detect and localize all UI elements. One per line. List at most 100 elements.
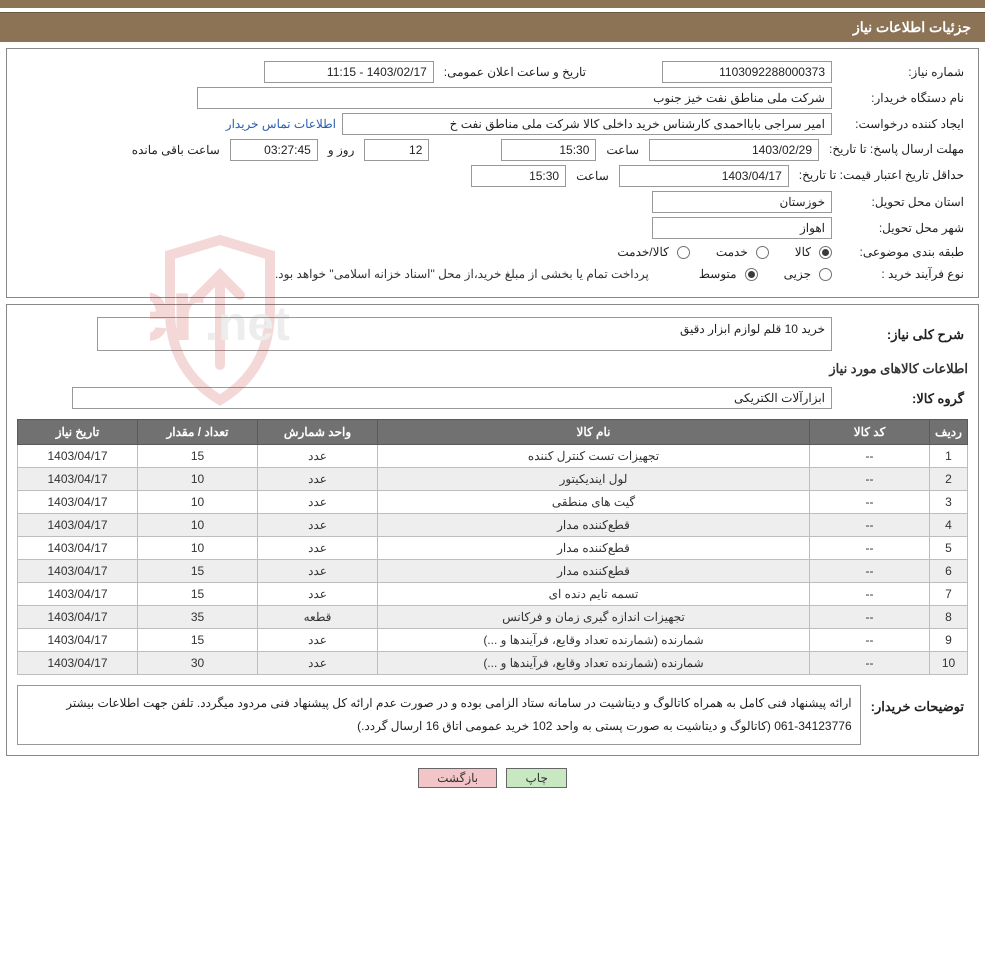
cat-goods-service-label: کالا/خدمت [613, 243, 672, 261]
col-name: نام کالا [378, 420, 810, 445]
province-label: استان محل تحویل: [838, 193, 968, 211]
cell-idx: 2 [930, 468, 968, 491]
col-code: کد کالا [810, 420, 930, 445]
province-field: خوزستان [652, 191, 832, 213]
table-row: 4--قطع‌کننده مدارعدد101403/04/17 [18, 514, 968, 537]
table-row: 5--قطع‌کننده مدارعدد101403/04/17 [18, 537, 968, 560]
table-row: 7--تسمه تایم دنده ایعدد151403/04/17 [18, 583, 968, 606]
cell-unit: عدد [258, 629, 378, 652]
need-no-field: 1103092288000373 [662, 61, 832, 83]
price-valid-label: حداقل تاریخ اعتبار قیمت: تا تاریخ: [795, 166, 968, 186]
table-row: 2--لول ایندیکیتورعدد101403/04/17 [18, 468, 968, 491]
buyer-contact-link[interactable]: اطلاعات تماس خریدار [226, 117, 336, 131]
items-section-title: اطلاعات کالاهای مورد نیاز [17, 361, 968, 377]
cell-code: -- [810, 629, 930, 652]
cell-date: 1403/04/17 [18, 491, 138, 514]
page-title: جزئیات اطلاعات نیاز [0, 12, 985, 42]
cell-date: 1403/04/17 [18, 468, 138, 491]
cat-goods-radio[interactable] [819, 246, 832, 259]
table-row: 10--شمارنده (شمارنده تعداد وقایع، فرآیند… [18, 652, 968, 675]
cell-code: -- [810, 468, 930, 491]
cell-idx: 7 [930, 583, 968, 606]
footer-buttons: چاپ بازگشت [0, 768, 985, 788]
col-unit: واحد شمارش [258, 420, 378, 445]
cell-qty: 15 [138, 560, 258, 583]
cell-name: تسمه تایم دنده ای [378, 583, 810, 606]
need-desc-field: خرید 10 قلم لوازم ابزار دقیق [97, 317, 832, 351]
cell-unit: عدد [258, 583, 378, 606]
cell-idx: 1 [930, 445, 968, 468]
reply-time-field: 15:30 [501, 139, 596, 161]
requester-label: ایجاد کننده درخواست: [838, 115, 968, 133]
announce-dt-field: 1403/02/17 - 11:15 [264, 61, 434, 83]
cell-qty: 15 [138, 445, 258, 468]
pt-partial-radio[interactable] [819, 268, 832, 281]
cell-date: 1403/04/17 [18, 445, 138, 468]
cell-qty: 15 [138, 629, 258, 652]
days-field: 12 [364, 139, 429, 161]
cell-qty: 35 [138, 606, 258, 629]
cat-service-radio[interactable] [756, 246, 769, 259]
buyer-notes-label: توضیحات خریدار: [867, 691, 968, 717]
table-row: 3--گیت های منطقیعدد101403/04/17 [18, 491, 968, 514]
purchase-type-label: نوع فرآیند خرید : [838, 265, 968, 283]
cell-qty: 10 [138, 514, 258, 537]
reply-time-label: ساعت [602, 141, 643, 159]
cell-code: -- [810, 491, 930, 514]
table-row: 1--تجهیزات تست کنترل کنندهعدد151403/04/1… [18, 445, 968, 468]
cell-date: 1403/04/17 [18, 514, 138, 537]
cell-idx: 9 [930, 629, 968, 652]
back-button[interactable]: بازگشت [418, 768, 497, 788]
items-table: ردیف کد کالا نام کالا واحد شمارش تعداد /… [17, 419, 968, 675]
col-date: تاریخ نیاز [18, 420, 138, 445]
cat-service-label: خدمت [712, 243, 752, 261]
need-no-label: شماره نیاز: [838, 63, 968, 81]
cell-qty: 10 [138, 537, 258, 560]
cell-qty: 30 [138, 652, 258, 675]
cat-goods-service-radio[interactable] [677, 246, 690, 259]
price-valid-label-2: تا تاریخ: [799, 168, 837, 182]
cell-idx: 4 [930, 514, 968, 537]
cell-code: -- [810, 560, 930, 583]
cell-name: شمارنده (شمارنده تعداد وقایع، فرآیندها و… [378, 652, 810, 675]
pt-medium-radio[interactable] [745, 268, 758, 281]
price-time-field: 15:30 [471, 165, 566, 187]
price-valid-label-1: حداقل تاریخ اعتبار قیمت: [840, 168, 964, 182]
cell-date: 1403/04/17 [18, 560, 138, 583]
buyer-notes-field: ارائه پیشنهاد فنی کامل به همراه کاتالوگ … [17, 685, 861, 745]
cell-date: 1403/04/17 [18, 629, 138, 652]
cell-date: 1403/04/17 [18, 652, 138, 675]
announce-dt-label: تاریخ و ساعت اعلان عمومی: [440, 63, 590, 81]
print-button[interactable]: چاپ [506, 768, 566, 788]
col-idx: ردیف [930, 420, 968, 445]
cell-unit: عدد [258, 652, 378, 675]
reply-date-field: 1403/02/29 [649, 139, 819, 161]
pt-medium-label: متوسط [695, 265, 741, 283]
cell-idx: 5 [930, 537, 968, 560]
cell-qty: 10 [138, 468, 258, 491]
pt-partial-label: جزیی [780, 265, 815, 283]
cell-unit: عدد [258, 560, 378, 583]
table-row: 8--تجهیزات اندازه گیری زمان و فرکانسقطعه… [18, 606, 968, 629]
remaining-time-field: 03:27:45 [230, 139, 318, 161]
cell-code: -- [810, 606, 930, 629]
cell-name: لول ایندیکیتور [378, 468, 810, 491]
cell-name: قطع‌کننده مدار [378, 514, 810, 537]
days-label: روز و [324, 141, 359, 159]
table-row: 6--قطع‌کننده مدارعدد151403/04/17 [18, 560, 968, 583]
cell-code: -- [810, 445, 930, 468]
price-date-field: 1403/04/17 [619, 165, 789, 187]
cell-idx: 6 [930, 560, 968, 583]
city-field: اهواز [652, 217, 832, 239]
cell-name: تجهیزات تست کنترل کننده [378, 445, 810, 468]
cell-code: -- [810, 652, 930, 675]
cell-idx: 3 [930, 491, 968, 514]
group-label: گروه کالا: [838, 389, 968, 409]
cell-name: گیت های منطقی [378, 491, 810, 514]
cell-name: قطع‌کننده مدار [378, 560, 810, 583]
cell-date: 1403/04/17 [18, 537, 138, 560]
cell-name: تجهیزات اندازه گیری زمان و فرکانس [378, 606, 810, 629]
cell-unit: عدد [258, 445, 378, 468]
info-panel: شماره نیاز: 1103092288000373 تاریخ و ساع… [6, 48, 979, 298]
buyer-org-label: نام دستگاه خریدار: [838, 89, 968, 107]
